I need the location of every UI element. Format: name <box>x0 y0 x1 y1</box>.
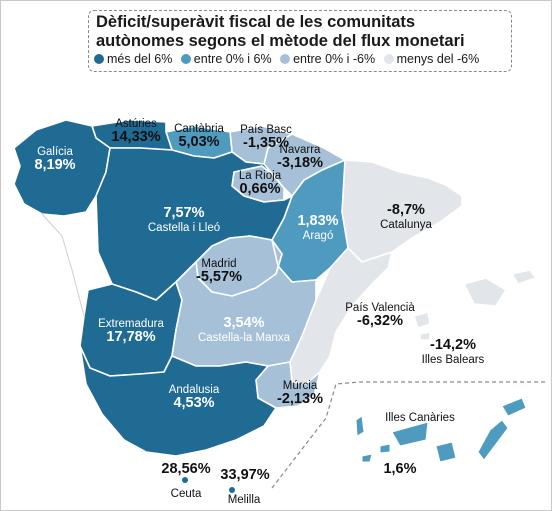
label-la-rioja: La Rioja 0,66% <box>234 170 286 198</box>
region-value: 33,97% <box>220 467 270 483</box>
label-cantabria: Cantàbria 5,03% <box>168 123 230 151</box>
label-canaries: Illes Canàries <box>380 412 460 424</box>
region-name: País Valencià <box>345 302 415 314</box>
region-name: Aragó <box>302 229 334 242</box>
map-title: Dèficit/superàvit fiscal de les comunita… <box>96 13 465 50</box>
label-melilla-value: 33,97% <box>218 467 272 484</box>
label-canaries-value: 1,6% <box>380 461 420 478</box>
label-balears: -14,2% Illes Balears <box>410 337 496 366</box>
region-name: Cantàbria <box>174 123 224 135</box>
region-value: 0,66% <box>239 181 281 198</box>
label-andalusia: Andalusia 4,53% <box>158 384 230 412</box>
island-eivissa[interactable] <box>413 311 431 329</box>
legend-label: entre 0% i -6% <box>293 52 376 66</box>
island-la-palma[interactable] <box>355 415 365 437</box>
region-name: Melilla <box>227 494 261 506</box>
canaries-inset-border <box>271 381 548 489</box>
legend-item: menys del -6% <box>383 52 480 66</box>
island-tenerife[interactable] <box>391 421 429 447</box>
region-name: La Rioja <box>238 170 282 182</box>
region-name: Ceuta <box>170 488 202 500</box>
label-asturies: Astúries 14,33% <box>104 118 168 146</box>
region-value: 14,33% <box>111 129 161 146</box>
island-lanzarote[interactable] <box>501 397 527 417</box>
label-melilla-name: Melilla <box>220 494 268 506</box>
region-value: 7,57% <box>163 205 205 221</box>
island-gran-canaria[interactable] <box>435 441 457 463</box>
region-value: -2,13% <box>277 391 323 408</box>
legend-label: més del 6% <box>107 52 173 66</box>
legend-item: entre 0% i -6% <box>280 52 375 66</box>
region-name: Illes Canàries <box>385 412 455 424</box>
region-name: Extremadura <box>98 318 164 330</box>
region-value: 28,56% <box>161 461 211 477</box>
region-value: -8,7% <box>387 202 425 218</box>
label-galicia: Galícia 8,19% <box>22 146 88 174</box>
ceuta-marker[interactable] <box>182 477 188 483</box>
label-madrid: Madrid -5,57% <box>188 258 250 286</box>
region-name: Castella i Lleó <box>147 221 221 234</box>
island-la-gomera[interactable] <box>379 443 391 454</box>
region-value: -6,32% <box>357 313 403 330</box>
legend-box <box>88 10 512 72</box>
region-value: -14,2% <box>430 337 476 353</box>
region-andalusia[interactable] <box>79 345 277 457</box>
portugal-border <box>41 213 85 317</box>
region-balears[interactable] <box>463 277 507 307</box>
region-name: Castella-la Manxa <box>197 331 291 344</box>
region-value: 1,83% <box>297 213 339 229</box>
label-castella-lleo: 7,57% Castella i Lleó <box>138 205 230 234</box>
region-value: 3,54% <box>223 315 265 331</box>
region-value: -5,57% <box>196 269 242 286</box>
label-ceuta-value: 28,56% <box>160 461 212 478</box>
legend-swatch <box>94 54 104 64</box>
region-name: Andalusia <box>168 384 220 396</box>
region-name: País Basc <box>240 124 292 136</box>
legend-item: entre 0% i 6% <box>180 52 272 66</box>
label-pais-basc: País Basc -1,35% <box>236 124 296 152</box>
region-value: 17,78% <box>106 329 156 346</box>
region-name: Astúries <box>115 118 157 130</box>
region-name: Illes Balears <box>421 353 485 366</box>
region-value: -3,18% <box>277 155 323 172</box>
label-ceuta-name: Ceuta <box>164 488 208 500</box>
label-murcia: Múrcia -2,13% <box>272 380 328 408</box>
label-extremadura: Extremadura 17,78% <box>92 318 170 346</box>
region-value: -1,35% <box>243 135 289 152</box>
region-name: Madrid <box>201 258 237 270</box>
region-name: Catalunya <box>380 218 432 231</box>
region-value: 1,6% <box>383 461 417 477</box>
legend-label: menys del -6% <box>396 52 480 66</box>
island-formentera[interactable] <box>419 331 431 341</box>
label-pais-valencia: País Valencià -6,32% <box>338 302 422 330</box>
legend-swatch <box>383 54 394 64</box>
legend-swatch <box>280 54 291 64</box>
region-name: Múrcia <box>282 380 318 392</box>
region-value: 5,03% <box>178 134 220 151</box>
island-el-hierro[interactable] <box>361 453 373 463</box>
legend-label: entre 0% i 6% <box>193 52 272 66</box>
region-name: Galícia <box>37 146 73 158</box>
label-castella-manxa: 3,54% Castella-la Manxa <box>190 315 298 344</box>
region-name: Navarra <box>279 144 321 156</box>
legend-item: més del 6% <box>94 52 172 66</box>
label-navarra: Navarra -3,18% <box>268 144 332 172</box>
legend-swatch <box>180 54 191 64</box>
label-arago: 1,83% Aragó <box>290 213 346 242</box>
island-menorca[interactable] <box>511 269 537 285</box>
island-fuerteventura[interactable] <box>477 419 509 461</box>
legend: més del 6% entre 0% i 6% entre 0% i -6% … <box>94 52 484 66</box>
region-value: 8,19% <box>34 157 76 174</box>
region-value: 4,53% <box>173 395 215 412</box>
label-catalunya: -8,7% Catalunya <box>370 202 442 231</box>
melilla-marker[interactable] <box>229 487 235 493</box>
